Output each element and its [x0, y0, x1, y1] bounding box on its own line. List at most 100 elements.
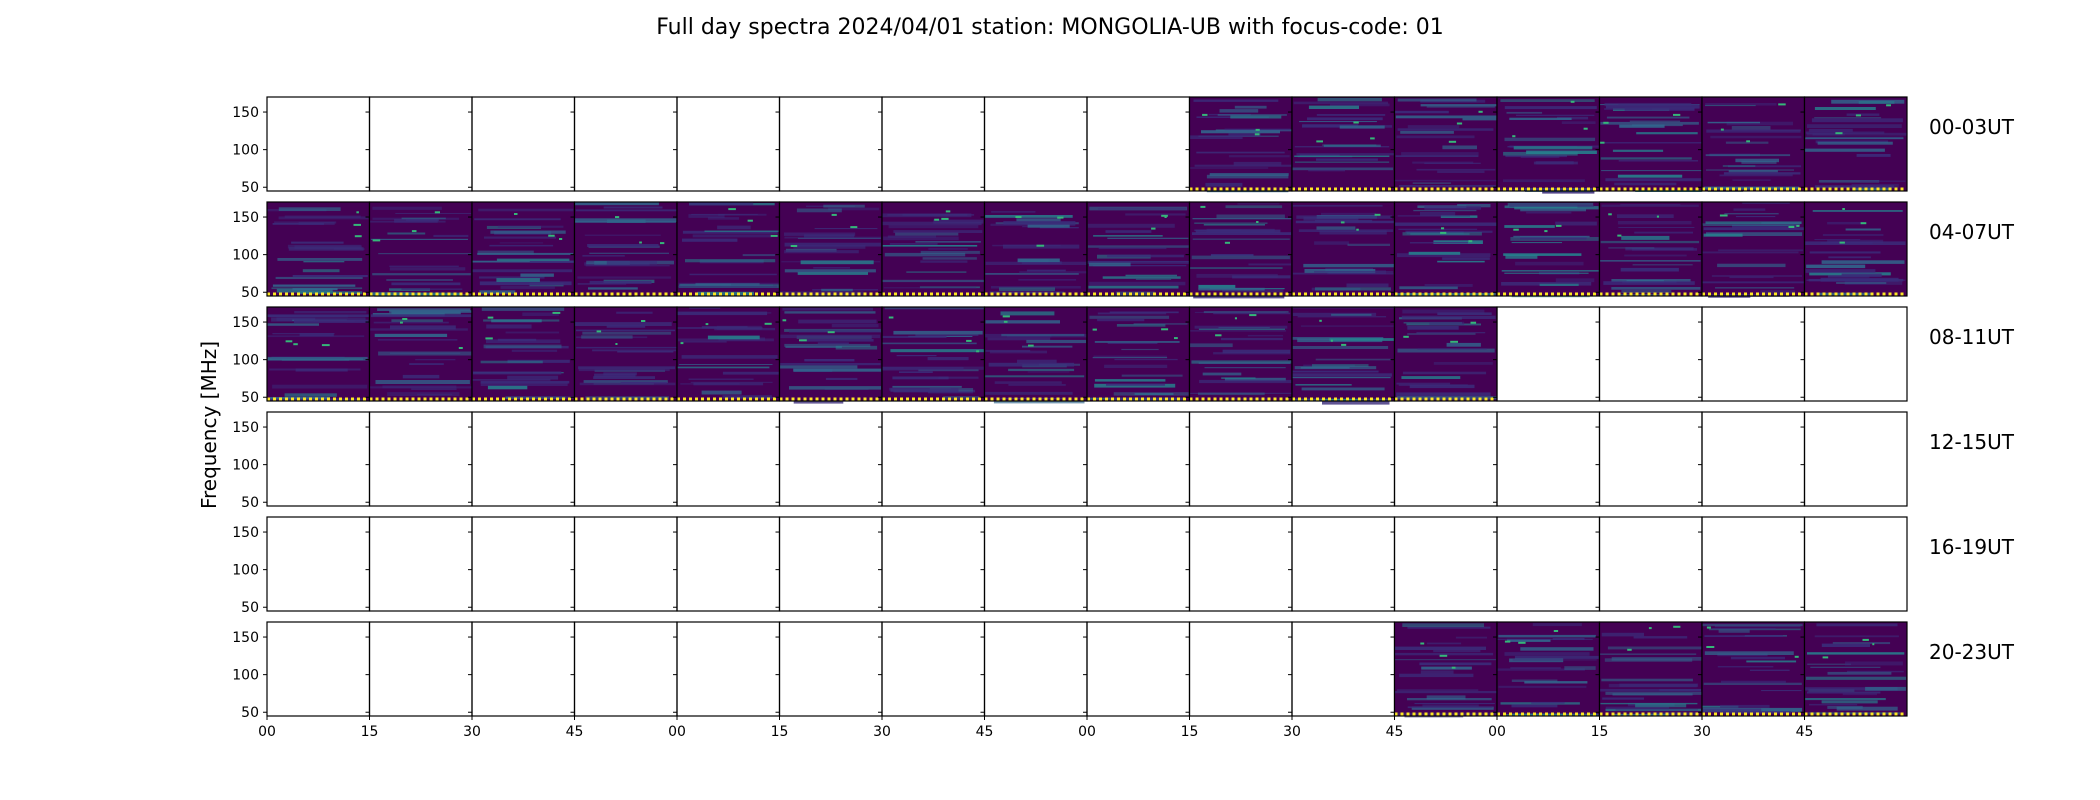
spectral-band: [1705, 103, 1777, 106]
spectral-band: [1292, 376, 1391, 379]
spectral-band: [1412, 161, 1474, 164]
spectral-band: [1809, 251, 1881, 254]
spectral-band: [1421, 666, 1472, 670]
spectral-band: [472, 269, 573, 273]
spectral-band: [920, 260, 968, 263]
spectral-band: [581, 335, 633, 339]
spectral-band: [707, 335, 760, 340]
spectral-band: [1805, 131, 1885, 134]
spectral-band: [1618, 227, 1695, 228]
spectral-band: [374, 333, 448, 337]
spectral-band: [883, 287, 977, 289]
spectral-band: [988, 362, 1075, 367]
spectrum-panel: [980, 621, 1088, 717]
spectral-band: [1397, 128, 1494, 131]
spectral-band: [1651, 712, 1699, 716]
bright-burst: [1470, 321, 1477, 324]
spectral-band: [1721, 711, 1792, 714]
spectral-band: [372, 273, 471, 276]
bright-burst: [831, 213, 837, 216]
spectral-band: [835, 345, 878, 350]
spectral-band: [1121, 374, 1183, 377]
spectral-band: [589, 280, 652, 285]
spectral-band: [1811, 118, 1903, 123]
spectrum-panel: [878, 201, 986, 297]
spectral-band: [1426, 642, 1462, 645]
panel-frame: [881, 516, 986, 612]
spectral-band: [888, 224, 979, 229]
spectrum-panel: [1698, 96, 1806, 192]
spectra-row: 150 100 50 00-03UT: [232, 96, 2015, 196]
spectrum-panel: [1083, 306, 1191, 402]
spectral-band: [479, 290, 516, 294]
spectral-band: [1402, 371, 1487, 375]
spectral-band: [899, 371, 933, 373]
spectral-band: [695, 282, 760, 287]
spectral-band: [1395, 115, 1497, 119]
spectral-band: [1506, 638, 1551, 642]
panel-frame: [778, 621, 883, 717]
spectral-band: [1292, 167, 1394, 171]
spectral-band: [789, 329, 882, 333]
spectral-band: [1520, 236, 1587, 240]
spectral-band: [793, 400, 844, 404]
spectral-band: [1297, 316, 1387, 318]
spectral-band: [1735, 216, 1776, 218]
spectral-band: [1606, 116, 1690, 119]
spectral-band: [1498, 685, 1587, 688]
spectrum-panel: [1083, 96, 1191, 192]
panel-frame: [778, 516, 883, 612]
spectrum-panel: [775, 201, 883, 297]
bright-burst: [728, 208, 736, 211]
bright-burst: [1441, 227, 1445, 230]
spectral-band: [883, 236, 959, 241]
bright-burst: [1356, 228, 1359, 231]
bright-burst: [1002, 315, 1010, 318]
spectral-band: [616, 311, 653, 314]
spectrum-panel: [1288, 306, 1396, 405]
spectrum-panel: [1493, 411, 1601, 507]
spectral-band: [1703, 682, 1802, 685]
spectral-band: [1008, 384, 1066, 386]
bright-burst: [770, 234, 778, 237]
spectral-band: [480, 382, 568, 386]
spectral-band: [1329, 338, 1394, 341]
spectrum-panel: [1390, 96, 1498, 192]
bright-burst: [1513, 228, 1519, 231]
spectrum-panel: [1493, 516, 1601, 612]
spectral-band: [1204, 367, 1286, 369]
spectral-band: [1312, 364, 1369, 367]
x-tick-label: 00: [258, 724, 276, 740]
spectral-band: [589, 252, 669, 254]
spectral-band: [1603, 281, 1695, 285]
bright-burst: [1028, 344, 1034, 347]
spectral-band: [1394, 179, 1497, 182]
spectrum-panel: [1493, 306, 1601, 402]
y-tick-label: 50: [241, 705, 259, 721]
spectral-band: [1614, 182, 1677, 186]
figure-title: Full day spectra 2024/04/01 station: MON…: [656, 15, 1444, 40]
panel-frame: [1598, 306, 1703, 402]
spectral-band: [1299, 121, 1377, 123]
spectral-band: [1504, 225, 1555, 228]
spectral-band: [889, 243, 938, 245]
spectral-band: [1125, 274, 1177, 277]
spectral-band: [1511, 704, 1558, 708]
row-time-label: 08-11UT: [1929, 325, 2015, 349]
spectral-band: [1307, 117, 1383, 121]
spectral-band: [1398, 228, 1478, 230]
spectral-band: [1088, 285, 1179, 289]
spectrum-panel: [365, 306, 473, 402]
spectral-band: [1807, 124, 1902, 128]
spectral-band: [1292, 204, 1383, 207]
bright-burst: [1842, 208, 1845, 210]
spectral-band: [681, 355, 778, 359]
spectral-band: [1125, 213, 1186, 216]
spectral-band: [1222, 349, 1291, 354]
spectral-band: [277, 258, 363, 261]
y-axis-label: Frequency [MHz]: [197, 341, 221, 509]
panel-frame: [1086, 411, 1191, 507]
spectral-band: [496, 258, 570, 261]
spectral-band: [274, 221, 337, 224]
spectral-band: [985, 375, 1085, 378]
